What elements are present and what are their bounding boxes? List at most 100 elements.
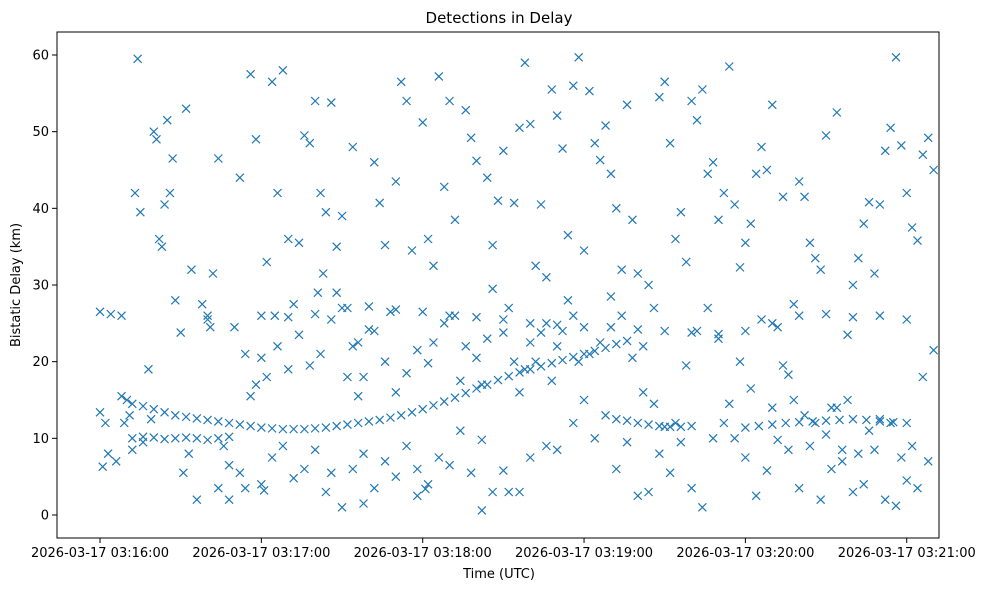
scatter-point <box>859 219 869 229</box>
scatter-point <box>429 261 438 271</box>
scatter-point <box>294 238 304 248</box>
scatter-point <box>563 295 573 305</box>
scatter-point <box>638 341 648 351</box>
scatter-point <box>348 341 358 351</box>
scatter-point <box>531 261 541 271</box>
x-tick-label: 2026-03-17 03:18:00 <box>354 546 492 561</box>
scatter-point <box>256 479 266 489</box>
scatter-point <box>316 188 325 198</box>
scatter-point <box>160 200 169 209</box>
scatter-point <box>176 328 186 337</box>
data-points <box>95 52 939 515</box>
scatter-point <box>918 372 928 382</box>
track-point <box>391 305 401 314</box>
scatter-point <box>536 328 546 337</box>
track-point <box>127 399 137 409</box>
scatter-point <box>380 240 390 250</box>
scatter-point <box>880 146 890 156</box>
scatter-point <box>923 133 933 143</box>
track-point <box>875 311 885 321</box>
track-point <box>407 407 417 417</box>
scatter-point <box>929 165 939 175</box>
scatter-point <box>832 403 842 413</box>
scatter-point <box>402 368 411 378</box>
track-point <box>740 326 750 336</box>
scatter-point <box>326 315 336 324</box>
scatter-point <box>509 198 519 208</box>
scatter-point <box>391 472 401 482</box>
scatter-point <box>477 505 487 515</box>
scatter-point <box>146 414 156 424</box>
scatter-point <box>649 303 659 313</box>
track-point <box>224 432 234 442</box>
track-point <box>418 307 428 317</box>
scatter-point <box>466 133 476 143</box>
scatter-point <box>429 338 438 347</box>
y-tick-label: 10 <box>32 432 49 447</box>
scatter-point <box>213 483 223 493</box>
track-point <box>821 309 831 319</box>
scatter-point <box>595 338 605 347</box>
scatter-point <box>364 325 374 334</box>
scatter-point <box>262 257 272 267</box>
scatter-point <box>541 272 551 282</box>
scatter-point <box>740 238 750 248</box>
track-point <box>235 420 245 429</box>
scatter-point <box>789 395 799 405</box>
scatter-point <box>880 495 890 505</box>
scatter-point <box>762 466 772 475</box>
scatter-point <box>907 441 917 451</box>
scatter-point <box>665 468 675 478</box>
x-tick-label: 2026-03-17 03:19:00 <box>515 546 653 561</box>
track-point <box>633 418 643 428</box>
track-point <box>687 421 697 431</box>
scatter-point <box>337 211 347 221</box>
scatter-point <box>735 357 745 367</box>
scatter-point <box>751 169 761 179</box>
scatter-point <box>386 307 395 317</box>
scatter-point <box>816 495 826 505</box>
scatter-point <box>251 134 261 144</box>
track-point <box>781 418 791 428</box>
scatter-point <box>746 384 756 393</box>
scatter-point <box>412 464 422 474</box>
scatter-point <box>267 453 277 462</box>
y-tick-label: 30 <box>32 279 49 294</box>
scatter-point <box>369 157 379 167</box>
scatter-point <box>520 58 530 68</box>
track-point <box>606 322 616 332</box>
scatter-point <box>313 288 323 298</box>
scatter-point <box>870 269 879 278</box>
scatter-point <box>466 468 476 478</box>
scatter-point <box>251 380 261 390</box>
scatter-point <box>289 299 299 309</box>
scatter-point <box>369 326 379 336</box>
scatter-point <box>676 437 686 447</box>
scatter-point <box>676 207 686 217</box>
y-tick-label: 60 <box>32 49 49 64</box>
scatter-point <box>407 246 417 255</box>
scatter-point <box>692 326 702 336</box>
scatter-point <box>259 486 269 495</box>
track-point <box>808 417 818 426</box>
track-point <box>181 412 191 422</box>
scatter-point <box>853 449 863 459</box>
scatter-point <box>187 265 196 275</box>
scatter-point <box>730 433 740 443</box>
track-point <box>418 404 428 414</box>
scatter-point <box>482 334 492 344</box>
x-tick-label: 2026-03-17 03:16:00 <box>31 546 169 561</box>
scatter-point <box>310 96 320 106</box>
scatter-point <box>918 150 928 160</box>
scatter-point <box>472 156 481 166</box>
scatter-point <box>907 223 917 232</box>
scatter-point <box>445 96 455 106</box>
scatter-point <box>224 495 234 505</box>
scatter-point <box>154 234 164 244</box>
scatter-point <box>321 487 331 497</box>
scatter-point <box>552 111 562 120</box>
scatter-point <box>805 441 815 451</box>
scatter-point <box>396 77 406 87</box>
scatter-point <box>170 295 180 305</box>
